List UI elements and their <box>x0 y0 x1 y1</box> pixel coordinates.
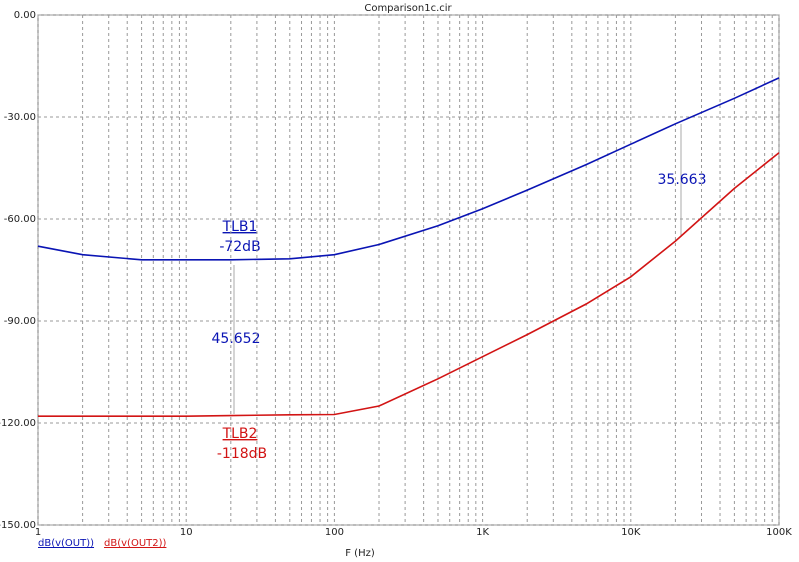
x-tick-label: 10K <box>621 527 641 538</box>
line-series <box>38 152 780 417</box>
y-tick-label: -90.00 <box>4 316 36 327</box>
y-tick-label: -30.00 <box>4 112 36 123</box>
chart-title: Comparison1c.cir <box>364 3 452 14</box>
annotation: 35.663 <box>658 172 707 188</box>
x-tick-label: 100K <box>766 527 792 538</box>
x-tick-label: 1 <box>35 527 41 538</box>
y-tick-label: -120.00 <box>0 418 36 429</box>
x-tick-label: 1K <box>476 527 489 538</box>
y-tick-label: -150.00 <box>0 520 36 531</box>
x-tick-label: 10 <box>180 527 193 538</box>
x-axis-label: F (Hz) <box>345 548 375 559</box>
line-series <box>37 77 780 261</box>
annotation: -72dB <box>219 239 260 255</box>
y-tick-label: -60.00 <box>4 214 36 225</box>
legend-entry: dB(v(OUT)) <box>38 538 94 549</box>
plot-area <box>37 14 780 526</box>
annotation: -118dB <box>217 446 267 462</box>
x-tick-label: 100 <box>325 527 344 538</box>
legend-entry: dB(v(OUT2)) <box>104 538 166 549</box>
y-tick-label: 0.00 <box>14 10 36 21</box>
annotation: TLB1 <box>222 219 258 235</box>
annotation: 45.652 <box>212 331 261 347</box>
annotation: TLB2 <box>222 426 258 442</box>
